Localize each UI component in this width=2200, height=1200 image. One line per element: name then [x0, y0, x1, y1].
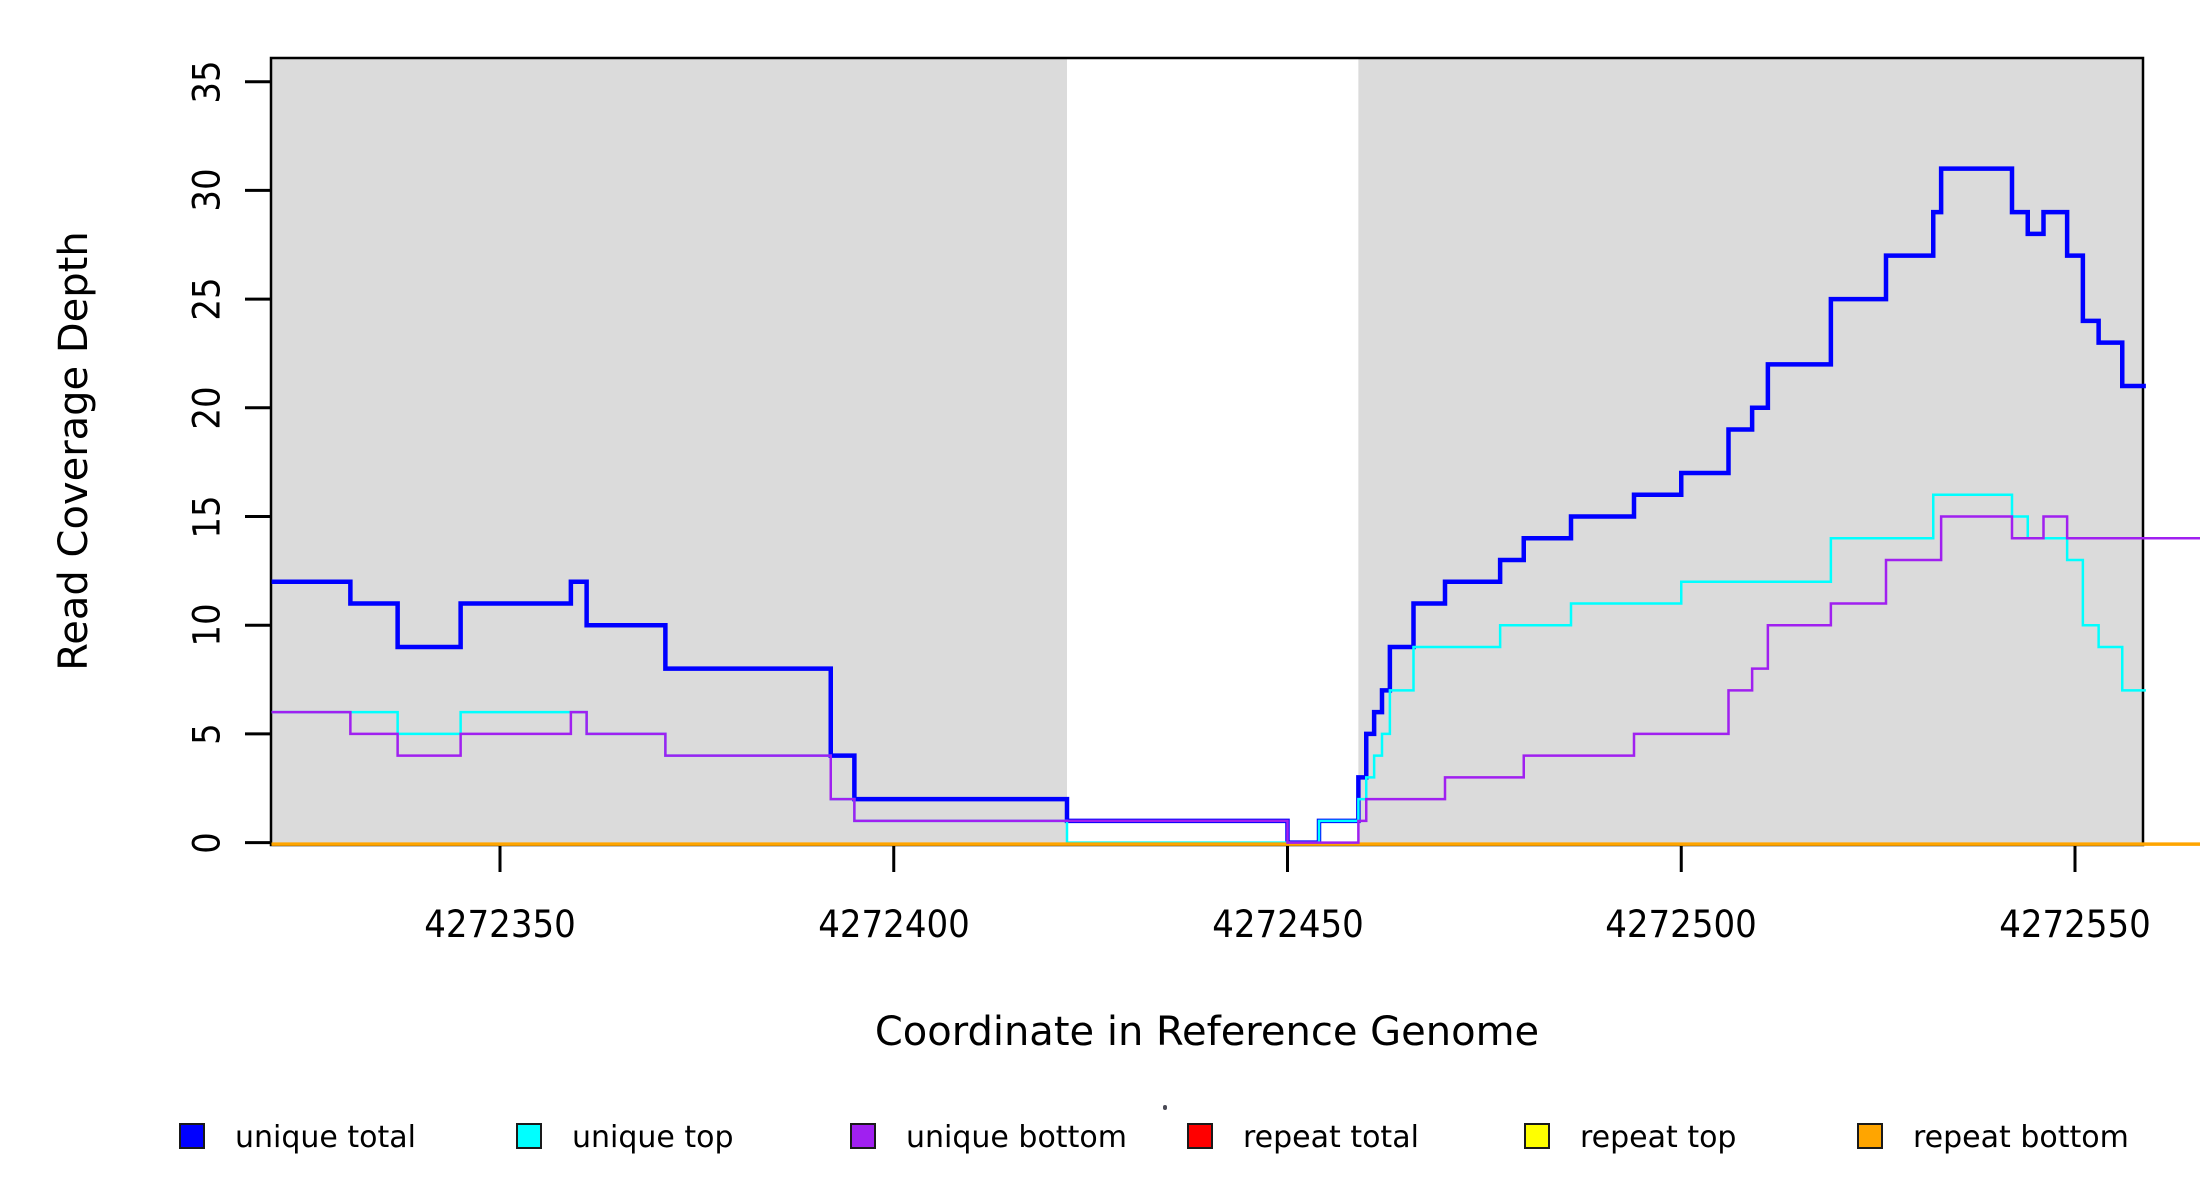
legend-swatch-icon [1524, 1123, 1550, 1149]
series-line-unique-total [271, 166, 2146, 845]
legend-label: repeat top [1580, 1120, 1737, 1155]
x-tick-label: 4272500 [1605, 903, 1758, 946]
legend-label: unique bottom [906, 1120, 1127, 1155]
y-tick-label: 15 [185, 494, 229, 539]
legend-label: unique top [572, 1120, 734, 1155]
y-tick-label: 25 [185, 277, 229, 321]
x-tick-label: 4272350 [424, 903, 576, 946]
legend-swatch-icon [850, 1123, 876, 1149]
y-axis-title: Read Coverage Depth [51, 231, 97, 671]
series-line-unique-bottom [271, 515, 2200, 844]
legend-label: repeat total [1243, 1120, 1419, 1155]
y-tick-label: 20 [185, 386, 229, 430]
legend-swatch-icon [179, 1123, 205, 1149]
legend-label: unique total [235, 1120, 417, 1155]
legend-swatch-icon [516, 1123, 542, 1149]
x-tick-label: 4272400 [817, 903, 970, 946]
y-tick-label: 0 [185, 831, 229, 854]
legend-swatch-icon [1857, 1123, 1883, 1149]
y-tick-label: 35 [185, 60, 229, 104]
legend-swatch-icon [1187, 1123, 1213, 1149]
shaded-region-2 [1358, 58, 2143, 845]
y-tick-label: 5 [185, 723, 229, 745]
legend-label: repeat bottom [1913, 1120, 2129, 1155]
x-tick-label: 4272450 [1211, 903, 1364, 946]
x-axis-title: Coordinate in Reference Genome [874, 1009, 1540, 1055]
shaded-region-1 [271, 58, 1067, 845]
x-tick-label: 4272550 [1999, 903, 2151, 946]
y-tick-label: 30 [185, 168, 229, 213]
stray-dot-artifact [1163, 1105, 1167, 1110]
y-tick-label: 10 [185, 603, 229, 647]
